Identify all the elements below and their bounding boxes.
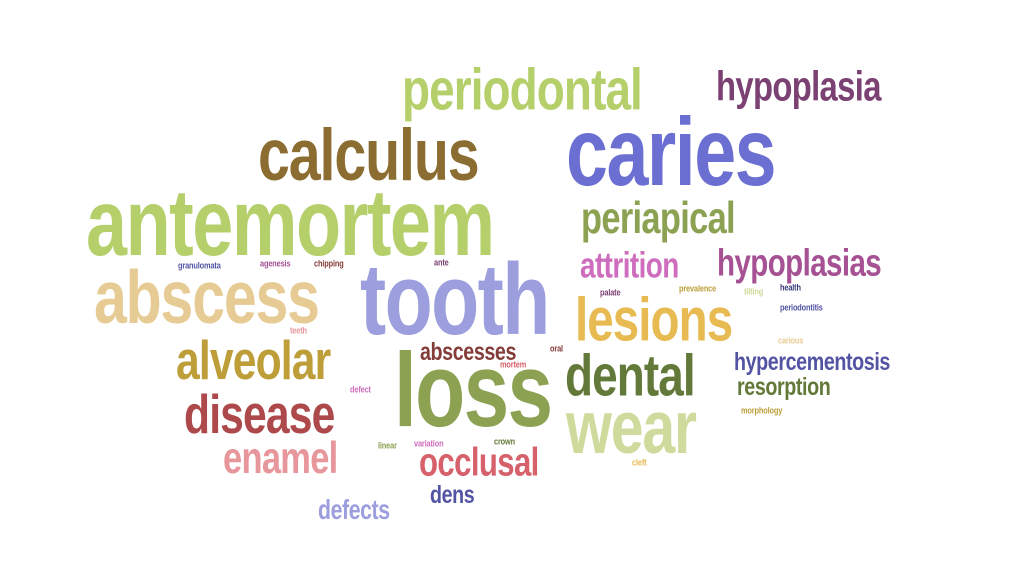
word-disease: disease	[184, 384, 335, 446]
word-ante: ante	[434, 256, 449, 268]
word-linear: linear	[378, 439, 397, 451]
word-abscesses: abscesses	[420, 337, 517, 367]
word-granulomata: granulomata	[178, 259, 221, 271]
word-cleft: cleft	[632, 456, 647, 468]
word-palate: palate	[600, 286, 621, 298]
word-abscess: abscess	[94, 255, 320, 340]
word-defects: defects	[318, 493, 390, 526]
word-dental: dental	[565, 341, 696, 408]
word-variation: variation	[414, 437, 444, 449]
word-crown: crown	[494, 435, 515, 447]
word-antemortem: antemortem	[86, 170, 495, 276]
word-mortem: mortem	[500, 358, 527, 370]
word-periodontitis: periodontitis	[780, 301, 823, 313]
word-hypercementosis: hypercementosis	[734, 347, 890, 377]
word-occlusal: occlusal	[419, 440, 539, 485]
word-hypoplasia: hypoplasia	[716, 63, 881, 111]
word-enamel: enamel	[223, 432, 338, 483]
word-loss: loss	[394, 331, 553, 450]
word-resorption: resorption	[737, 372, 831, 402]
word-carious: carious	[778, 334, 804, 346]
word-attrition: attrition	[580, 245, 679, 286]
word-defect: defect	[350, 383, 371, 395]
word-tooth: tooth	[360, 243, 550, 357]
word-prevalence: prevalence	[679, 282, 717, 294]
word-morphology: morphology	[741, 404, 783, 416]
word-alveolar: alveolar	[176, 330, 331, 392]
word-oral: oral	[550, 342, 563, 354]
word-periapical: periapical	[581, 192, 736, 243]
word-teeth: teeth	[290, 324, 307, 336]
word-caries: caries	[566, 98, 777, 206]
word-calculus: calculus	[258, 113, 480, 196]
word-periodontal: periodontal	[402, 55, 643, 122]
word-lesions: lesions	[575, 285, 733, 355]
word-chipping: chipping	[314, 257, 344, 269]
word-dens: dens	[430, 480, 475, 510]
word-hypoplasias: hypoplasias	[717, 240, 882, 284]
word-tilting: tilting	[744, 285, 764, 297]
word-wear: wear	[566, 385, 697, 470]
word-agenesis: agenesis	[260, 257, 291, 269]
word-health: health	[780, 281, 801, 293]
